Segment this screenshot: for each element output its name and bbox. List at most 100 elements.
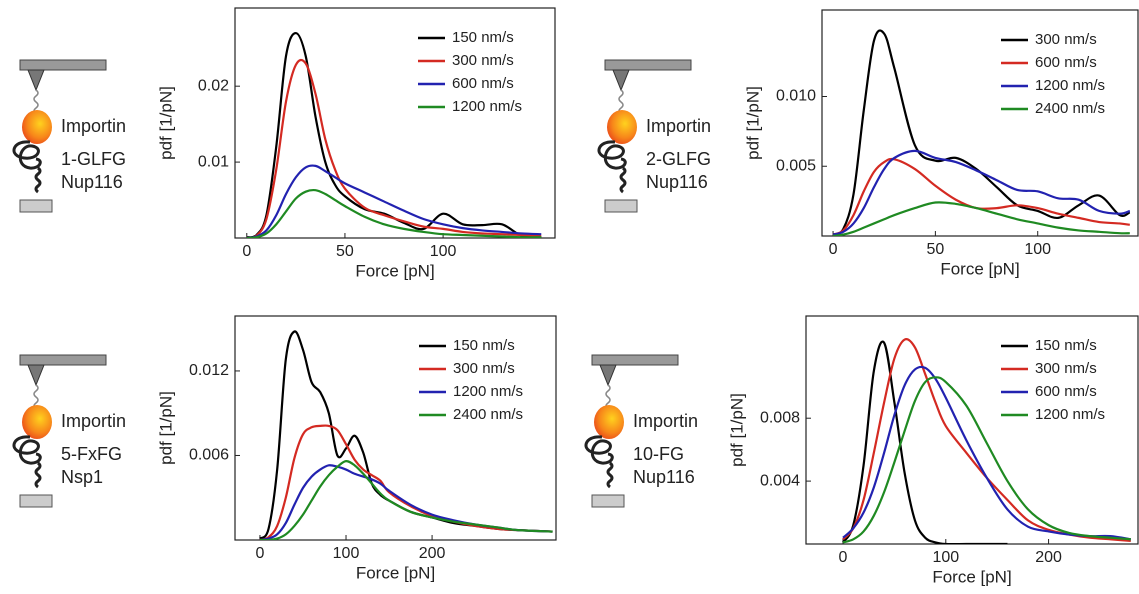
y-tick-label: 0.006 <box>189 447 229 464</box>
legend-label: 600 nm/s <box>1035 383 1097 400</box>
legend-label: 150 nm/s <box>452 29 514 46</box>
importin-ball <box>22 405 52 439</box>
x-tick-label: 100 <box>1024 241 1051 258</box>
x-tick-label: 100 <box>430 243 457 260</box>
cantilever-tip <box>27 364 45 387</box>
y-axis-label: pdf [1/pN] <box>727 393 746 467</box>
construct-label: 10-FG <box>633 444 684 464</box>
linker-top <box>618 89 624 115</box>
construct-icon: Importin 2-GLFG Nup116 <box>597 59 711 213</box>
legend-label: 150 nm/s <box>453 337 515 354</box>
construct-label: Nup116 <box>646 172 708 192</box>
x-axis-label: Force [pN] <box>355 261 434 280</box>
legend-label: 150 nm/s <box>1035 337 1097 354</box>
cantilever <box>19 59 107 71</box>
construct-icon: Importin 5-FxFG Nsp1 <box>12 354 126 508</box>
cantilever-tip <box>599 364 617 387</box>
surface <box>19 199 53 213</box>
cantilever <box>591 354 679 366</box>
linker-top <box>33 384 39 410</box>
surface <box>604 199 638 213</box>
x-tick-label: 100 <box>333 545 360 562</box>
legend-label: 1200 nm/s <box>1035 77 1105 94</box>
construct-icon: Importin 1-GLFG Nup116 <box>12 59 126 213</box>
legend-label: 300 nm/s <box>453 360 515 377</box>
legend-label: 1200 nm/s <box>1035 406 1105 423</box>
x-tick-label: 200 <box>419 545 446 562</box>
fg-chain <box>584 435 614 489</box>
y-axis-label: pdf [1/pN] <box>743 86 762 160</box>
series-line <box>246 164 542 238</box>
protein-label: Importin <box>633 411 698 431</box>
series-line <box>259 424 553 540</box>
fg-chain <box>597 140 627 194</box>
series-line <box>832 149 1131 236</box>
cantilever <box>604 59 692 71</box>
y-tick-label: 0.005 <box>776 157 816 174</box>
x-tick-label: 0 <box>242 243 251 260</box>
x-axis-label: Force [pN] <box>940 259 1019 278</box>
construct-label: Nup116 <box>61 172 123 192</box>
importin-ball <box>22 110 52 144</box>
y-tick-label: 0.012 <box>189 362 229 379</box>
x-tick-label: 200 <box>1035 549 1062 566</box>
construct-label: 2-GLFG <box>646 149 711 169</box>
series-line <box>832 201 1130 236</box>
x-tick-label: 0 <box>829 241 838 258</box>
y-tick-label: 0.010 <box>776 88 816 105</box>
x-tick-label: 50 <box>336 243 354 260</box>
x-axis-label: Force [pN] <box>356 563 435 582</box>
linker-top <box>33 89 39 115</box>
plot-frame <box>821 9 1139 237</box>
construct-label: 1-GLFG <box>61 149 126 169</box>
cantilever-tip <box>27 69 45 92</box>
legend-label: 2400 nm/s <box>453 406 523 423</box>
construct-label: Nsp1 <box>61 467 103 487</box>
series-line <box>832 29 1131 236</box>
legend-label: 2400 nm/s <box>1035 100 1105 117</box>
series-line <box>842 340 1008 544</box>
linker-top <box>605 384 611 410</box>
y-axis-label: pdf [1/pN] <box>156 86 175 160</box>
construct-label: Nup116 <box>633 467 695 487</box>
fg-chain <box>12 140 42 194</box>
y-tick-label: 0.004 <box>760 472 800 489</box>
legend-label: 300 nm/s <box>1035 31 1097 48</box>
x-tick-label: 0 <box>839 549 848 566</box>
series-line <box>259 460 553 540</box>
plot-frame <box>234 315 557 541</box>
importin-ball <box>594 405 624 439</box>
legend-label: 300 nm/s <box>1035 360 1097 377</box>
series-line <box>246 58 542 238</box>
series-line <box>842 376 1131 544</box>
protein-label: Importin <box>646 116 711 136</box>
y-tick-label: 0.02 <box>198 77 229 94</box>
legend-label: 1200 nm/s <box>452 98 522 115</box>
importin-ball <box>607 110 637 144</box>
series-line <box>259 330 553 540</box>
fg-chain <box>12 435 42 489</box>
construct-label: 5-FxFG <box>61 444 122 464</box>
legend-label: 300 nm/s <box>452 52 514 69</box>
x-tick-label: 50 <box>926 241 944 258</box>
x-tick-label: 100 <box>932 549 959 566</box>
series-line <box>842 365 1131 541</box>
surface <box>591 494 625 508</box>
x-axis-label: Force [pN] <box>932 567 1011 586</box>
legend-label: 600 nm/s <box>452 75 514 92</box>
surface <box>19 494 53 508</box>
x-tick-label: 0 <box>256 545 265 562</box>
series-line <box>832 157 1130 236</box>
series-line <box>246 31 542 238</box>
plot-frame <box>234 7 556 239</box>
protein-label: Importin <box>61 411 126 431</box>
cantilever-tip <box>612 69 630 92</box>
series-line <box>246 188 542 238</box>
y-tick-label: 0.01 <box>198 153 229 170</box>
protein-label: Importin <box>61 116 126 136</box>
legend-label: 1200 nm/s <box>453 383 523 400</box>
cantilever <box>19 354 107 366</box>
y-axis-label: pdf [1/pN] <box>156 391 175 465</box>
legend-label: 600 nm/s <box>1035 54 1097 71</box>
